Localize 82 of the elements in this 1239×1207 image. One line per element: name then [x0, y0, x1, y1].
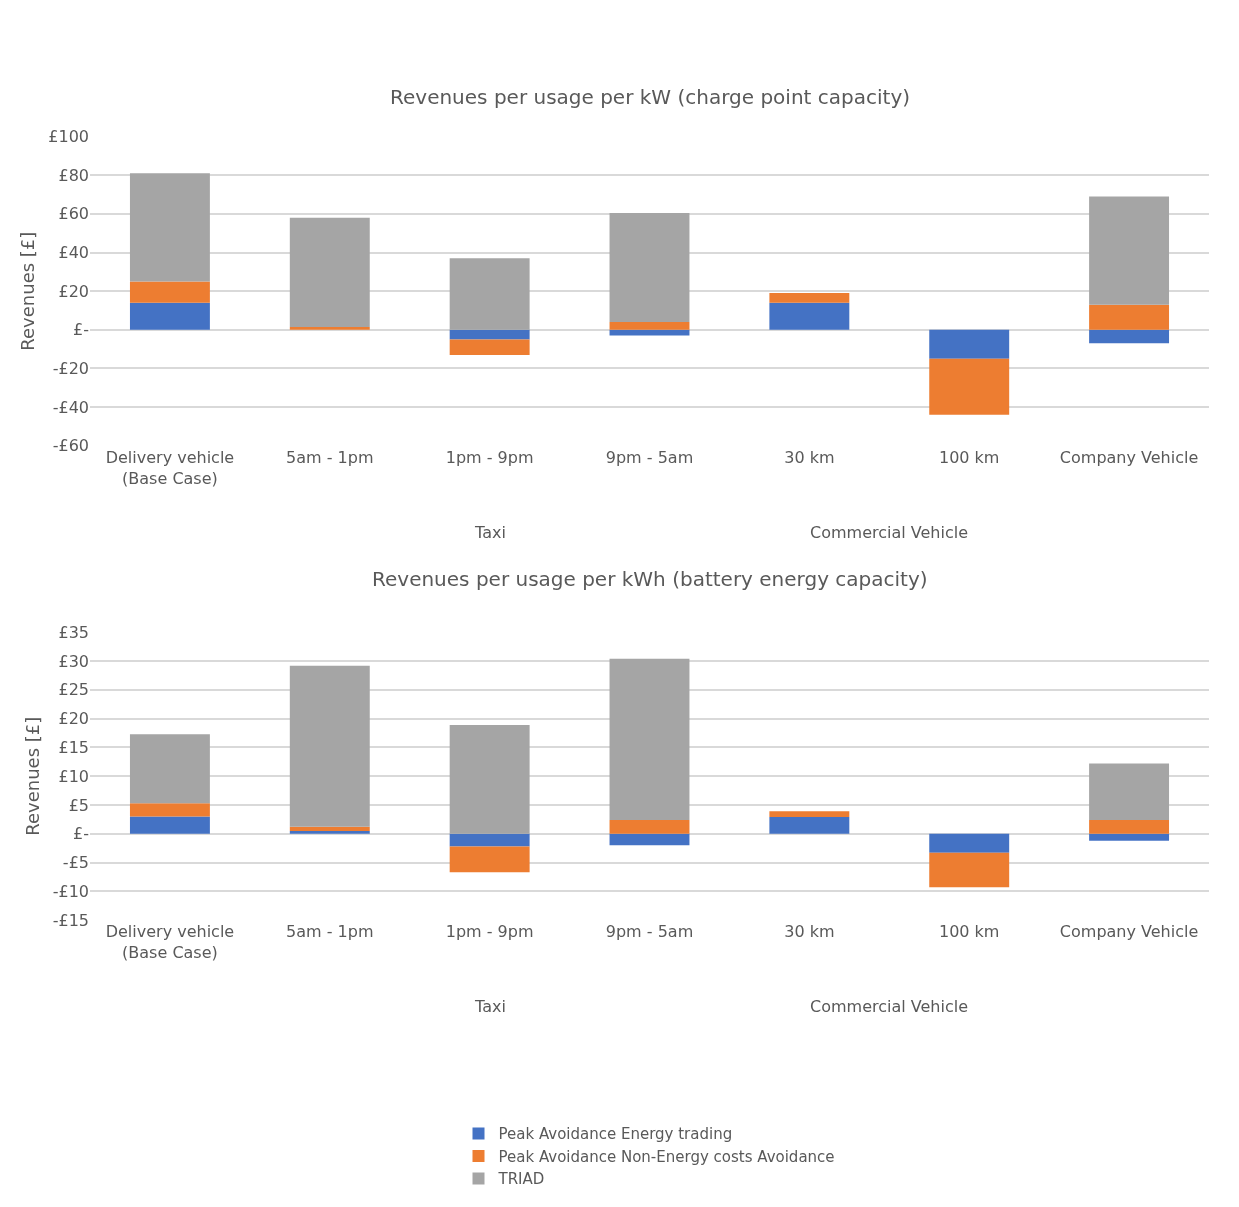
x-tick-label: 100 km: [938, 447, 1000, 467]
bar: [1089, 833, 1170, 841]
text: Taxi: [474, 523, 506, 542]
x-tick-label: Company Vehicle: [1059, 447, 1199, 467]
bar: [449, 339, 530, 355]
x-tick-label: 9pm - 5am: [605, 922, 694, 942]
x-tick-label: Delivery vehicle (Base Case): [105, 922, 235, 962]
bar: [449, 258, 530, 330]
bar: [129, 816, 210, 834]
text: Commercial Vehicle: [810, 997, 968, 1016]
bar: [609, 658, 690, 820]
bar: [129, 281, 210, 303]
bar: [129, 803, 210, 817]
bar: [289, 826, 370, 831]
bar: [609, 833, 690, 846]
legend-label: TRIAD: [497, 1170, 545, 1189]
bar: [609, 212, 690, 323]
y-tick-label: -£10: [52, 881, 89, 901]
chart-title: Revenues per usage per kW (charge point capacity): [390, 85, 911, 109]
y-tick-label: £80: [58, 165, 89, 185]
text: Commercial Vehicle: [810, 523, 968, 542]
y-tick-label: £15: [58, 738, 89, 758]
x-tick-label: 5am - 1pm: [286, 922, 374, 942]
bar: [609, 322, 690, 330]
y-tick-label: £100: [48, 127, 89, 147]
legend-label: Peak Avoidance Non-Energy costs Avoidance: [498, 1147, 835, 1166]
y-tick-label: -£40: [52, 397, 89, 417]
bar: [129, 734, 210, 804]
bar: [289, 665, 370, 827]
text: Taxi: [474, 997, 506, 1016]
bar: [769, 293, 850, 303]
y-tick-label: £35: [58, 622, 89, 642]
bar: [929, 833, 1010, 853]
x-tick-label: 30 km: [784, 447, 835, 467]
y-tick-label: £20: [58, 709, 89, 729]
bar: [769, 817, 850, 834]
y-tick-label: -£60: [52, 436, 89, 456]
chart-title: Revenues per usage per kWh (battery energy capacity): [372, 567, 928, 591]
bar: [1089, 329, 1170, 344]
bar: [609, 329, 690, 336]
bar: [929, 329, 1010, 359]
y-tick-label: £25: [58, 680, 89, 700]
y-tick-label: £20: [58, 281, 89, 301]
bar: [289, 830, 370, 834]
bar: [1089, 763, 1170, 820]
bar: [929, 852, 1010, 888]
y-axis-title: Revenues [£]: [21, 716, 43, 836]
bar: [449, 846, 530, 873]
bar: [609, 819, 690, 834]
x-tick-label: Delivery vehicle (Base Case): [105, 447, 235, 488]
y-tick-label: -£5: [62, 853, 89, 873]
y-tick-label: £60: [58, 204, 89, 224]
bar: [449, 833, 530, 847]
bar: [1089, 304, 1170, 330]
y-tick-label: £30: [58, 651, 89, 671]
x-tick-label: 30 km: [784, 922, 835, 942]
y-tick-label: -£15: [52, 910, 89, 930]
x-tick-label: Company Vehicle: [1059, 922, 1199, 942]
bar: [129, 173, 210, 282]
bar: [449, 724, 530, 834]
bar: [129, 302, 210, 330]
y-tick-label: £-: [73, 824, 89, 844]
y-tick-label: £-: [73, 320, 89, 340]
bar: [769, 302, 850, 330]
bar: [1089, 196, 1170, 305]
x-tick-label: 9pm - 5am: [605, 447, 694, 467]
x-tick-label: 5am - 1pm: [286, 447, 374, 467]
bar: [289, 217, 370, 327]
bar: [449, 329, 530, 340]
bar: [929, 358, 1010, 415]
bar: [289, 326, 370, 330]
y-tick-label: £10: [58, 766, 89, 786]
legend-label: Peak Avoidance Energy trading: [498, 1125, 733, 1144]
x-tick-label: 100 km: [938, 922, 1000, 942]
y-tick-label: -£20: [52, 359, 89, 379]
bar: [769, 811, 850, 818]
y-tick-label: £40: [58, 243, 89, 263]
y-tick-label: £5: [68, 795, 89, 815]
y-axis-title: Revenues [£]: [17, 231, 39, 351]
x-tick-label: 1pm - 9pm: [445, 922, 534, 942]
x-tick-label: 1pm - 9pm: [445, 447, 534, 467]
bar: [1089, 819, 1170, 834]
